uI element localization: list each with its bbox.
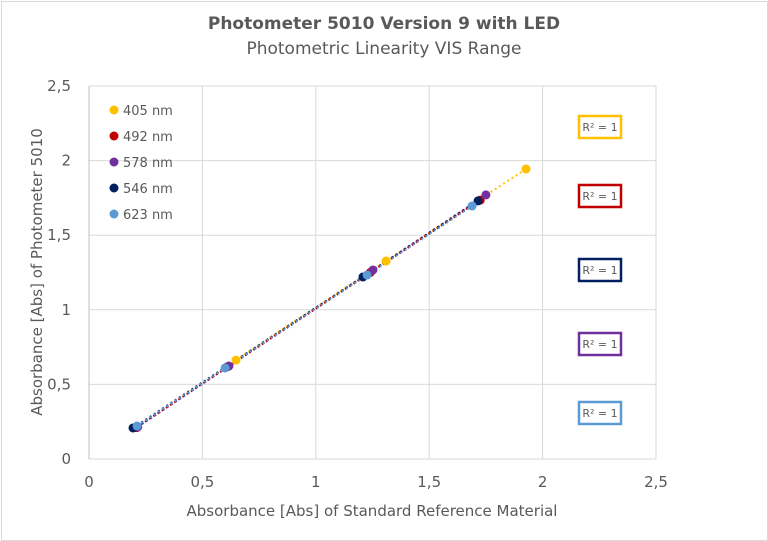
data-point-578-nm	[368, 265, 378, 275]
r-squared-label: R² = 1	[582, 338, 617, 351]
x-tick-label: 0	[84, 473, 94, 491]
r-squared-box	[577, 400, 623, 426]
chart-title: Photometer 5010 Version 9 with LED	[207, 14, 561, 34]
r-squared-label: R² = 1	[582, 190, 617, 203]
y-tick-label: 0,5	[47, 375, 71, 393]
x-tick-label: 2	[538, 473, 548, 491]
y-axis-label: Absorbance [Abs] of Photometer 5010	[28, 128, 46, 416]
y-tick-label: 2	[61, 152, 71, 170]
r-squared-label: R² = 1	[582, 121, 617, 134]
x-axis-label: Absorbance [Abs] of Standard Reference M…	[187, 502, 558, 520]
legend-marker	[109, 131, 119, 141]
legend-label: 405 nm	[123, 104, 173, 119]
legend-label: 546 nm	[123, 182, 173, 197]
legend-label: 578 nm	[123, 156, 173, 171]
data-point-405-nm	[521, 164, 531, 174]
y-tick-label: 0	[61, 450, 71, 468]
x-tick-label: 0,5	[190, 473, 214, 491]
data-point-623-nm	[220, 363, 230, 373]
legend-marker	[109, 183, 119, 193]
legend-label: 492 nm	[123, 130, 173, 145]
data-point-623-nm	[467, 201, 477, 211]
x-tick-label: 1,5	[417, 473, 441, 491]
legend-marker	[109, 209, 119, 219]
trendline-623-nm	[136, 205, 473, 427]
y-tick-label: 1,5	[47, 226, 71, 244]
r-squared-label: R² = 1	[582, 407, 617, 420]
data-point-405-nm	[231, 355, 241, 365]
r-squared-label: R² = 1	[582, 264, 617, 277]
r-squared-box	[577, 114, 623, 140]
legend-marker	[109, 157, 119, 167]
legend-marker	[109, 105, 119, 115]
chart-subtitle: Photometric Linearity VIS Range	[246, 39, 522, 59]
y-tick-label: 2,5	[47, 77, 71, 95]
data-point-623-nm	[362, 270, 372, 280]
data-point-405-nm	[381, 256, 391, 266]
x-tick-label: 2,5	[644, 473, 668, 491]
legend-label: 623 nm	[123, 208, 173, 223]
trendline-492-nm	[136, 199, 481, 429]
r-squared-box	[577, 183, 623, 209]
x-tick-label: 1	[311, 473, 321, 491]
data-point-546-nm	[473, 196, 483, 206]
y-tick-label: 1	[61, 301, 71, 319]
r-squared-box	[577, 331, 623, 357]
r-squared-box	[577, 257, 623, 283]
data-point-578-nm	[481, 190, 491, 200]
data-point-623-nm	[132, 421, 142, 431]
